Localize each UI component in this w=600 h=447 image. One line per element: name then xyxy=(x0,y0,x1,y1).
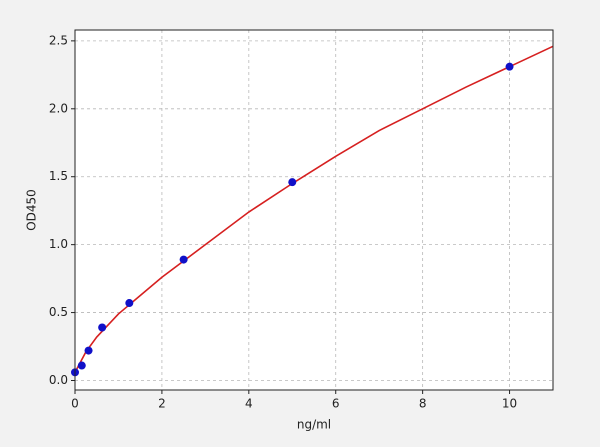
y-tick-label: 1.5 xyxy=(49,169,68,183)
x-tick-label: 0 xyxy=(71,397,79,411)
y-tick-label: 0.0 xyxy=(49,373,68,387)
data-point xyxy=(84,346,93,355)
x-tick-label: 8 xyxy=(419,397,427,411)
x-tick-label: 10 xyxy=(502,397,517,411)
x-tick-label: 4 xyxy=(245,397,253,411)
y-axis-label: OD450 xyxy=(25,189,39,231)
fit-curve xyxy=(74,45,554,373)
data-point xyxy=(77,361,86,370)
x-tick-label: 2 xyxy=(158,397,166,411)
data-point xyxy=(288,178,297,187)
data-point xyxy=(505,62,514,71)
data-point xyxy=(179,255,188,264)
y-tick-label: 1.0 xyxy=(49,237,68,251)
y-tick-label: 0.5 xyxy=(49,305,68,319)
x-axis-label: ng/ml xyxy=(297,418,331,432)
plot-background xyxy=(75,30,553,390)
plot-frame xyxy=(74,29,554,391)
data-point xyxy=(125,299,134,308)
data-point xyxy=(98,323,107,332)
y-tick-label: 2.5 xyxy=(49,33,68,47)
y-tick-label: 2.0 xyxy=(49,101,68,115)
x-tick-label: 6 xyxy=(332,397,340,411)
